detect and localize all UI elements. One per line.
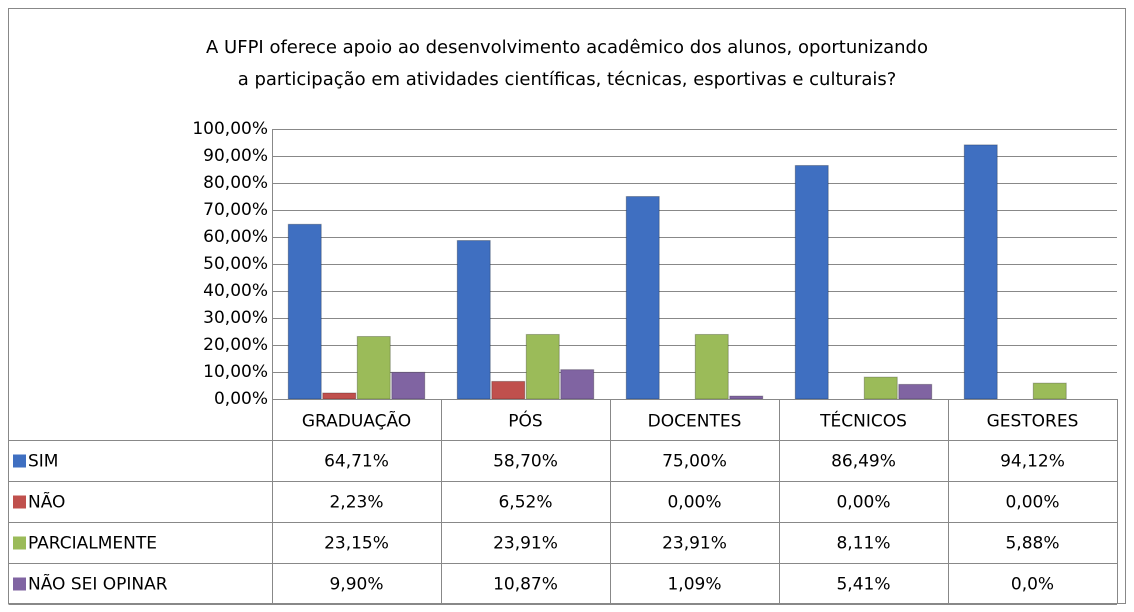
legend-key [13, 577, 26, 591]
y-tick-label: 10,00% [203, 362, 268, 382]
legend-label: PARCIALMENTE [28, 534, 157, 554]
data-label: 86,49% [831, 452, 896, 472]
bar [525, 333, 560, 400]
y-tick-label: 80,00% [203, 173, 268, 193]
y-tick-label: 40,00% [203, 281, 268, 301]
y-tick-label: 90,00% [203, 146, 268, 166]
data-label: 5,41% [836, 575, 890, 595]
chart-title: A UFPI oferece apoio ao desenvolvimento … [206, 37, 928, 58]
data-label: 0,00% [1005, 493, 1059, 513]
data-label: 23,15% [324, 534, 389, 554]
data-label: 8,11% [836, 534, 890, 554]
legend-label: NÃO [28, 491, 65, 513]
data-label: 9,90% [329, 575, 383, 595]
data-label: 94,12% [1000, 452, 1065, 472]
data-label: 0,0% [1011, 575, 1054, 595]
bar [456, 240, 491, 400]
legend-key [13, 495, 26, 509]
bar [794, 164, 829, 400]
x-tick-label: PÓS [508, 410, 542, 432]
x-tick-label: DOCENTES [648, 412, 742, 432]
bar [287, 223, 322, 400]
y-tick-label: 50,00% [203, 254, 268, 274]
y-tick-label: 100,00% [192, 119, 268, 139]
bar [963, 144, 998, 400]
legend-label: SIM [28, 452, 58, 472]
bar [491, 380, 526, 400]
y-tick-label: 0,00% [214, 389, 268, 409]
bar [356, 335, 391, 400]
y-tick-label: 20,00% [203, 335, 268, 355]
data-label: 64,71% [324, 452, 389, 472]
legend-label: NÃO SEI OPINAR [28, 573, 168, 595]
data-label: 0,00% [836, 493, 890, 513]
bar [1032, 382, 1067, 400]
bar [560, 369, 595, 400]
bar [729, 395, 764, 400]
bar [694, 333, 729, 400]
data-label: 75,00% [662, 452, 727, 472]
x-tick-label: GRADUAÇÃO [302, 410, 411, 432]
data-label: 6,52% [498, 493, 552, 513]
bar [898, 383, 933, 400]
bar [863, 376, 898, 400]
y-tick-label: 70,00% [203, 200, 268, 220]
bar [391, 371, 426, 400]
data-label: 5,88% [1005, 534, 1059, 554]
data-label: 2,23% [329, 493, 383, 513]
data-label: 0,00% [667, 493, 721, 513]
data-label: 23,91% [493, 534, 558, 554]
chart-border [8, 8, 1126, 604]
bar [322, 392, 357, 400]
bar [625, 196, 660, 400]
legend-key [13, 454, 26, 468]
x-tick-label: TÉCNICOS [819, 410, 907, 432]
data-label: 10,87% [493, 575, 558, 595]
data-label: 1,09% [667, 575, 721, 595]
y-tick-label: 60,00% [203, 227, 268, 247]
chart-title: a participação em atividades científicas… [238, 69, 897, 90]
data-label: 23,91% [662, 534, 727, 554]
data-label: 58,70% [493, 452, 558, 472]
y-tick-label: 30,00% [203, 308, 268, 328]
x-tick-label: GESTORES [987, 412, 1079, 432]
legend-key [13, 536, 26, 550]
